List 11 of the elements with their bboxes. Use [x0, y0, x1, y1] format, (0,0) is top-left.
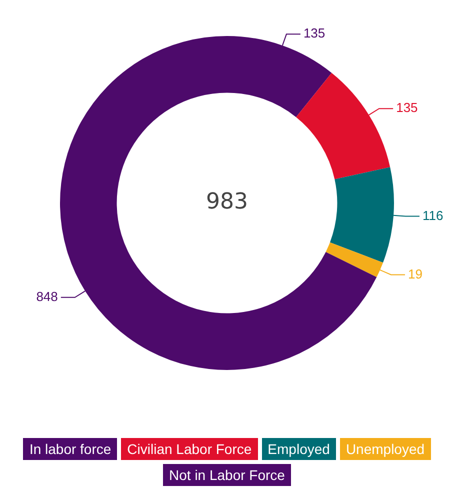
legend-label: Not in Labor Force [169, 464, 291, 486]
legend-label: In labor force [29, 438, 118, 460]
data-label: 19 [408, 266, 422, 282]
legend-label: Employed [268, 438, 336, 460]
data-label: 848 [36, 288, 58, 304]
data-label: 135 [303, 26, 326, 41]
text: 983 [206, 190, 248, 215]
data-label: 135 [396, 100, 418, 116]
data-label: 116 [422, 208, 444, 223]
legend-label: Civilian Labor Force [127, 438, 258, 460]
legend-label: Unemployed [346, 438, 431, 460]
